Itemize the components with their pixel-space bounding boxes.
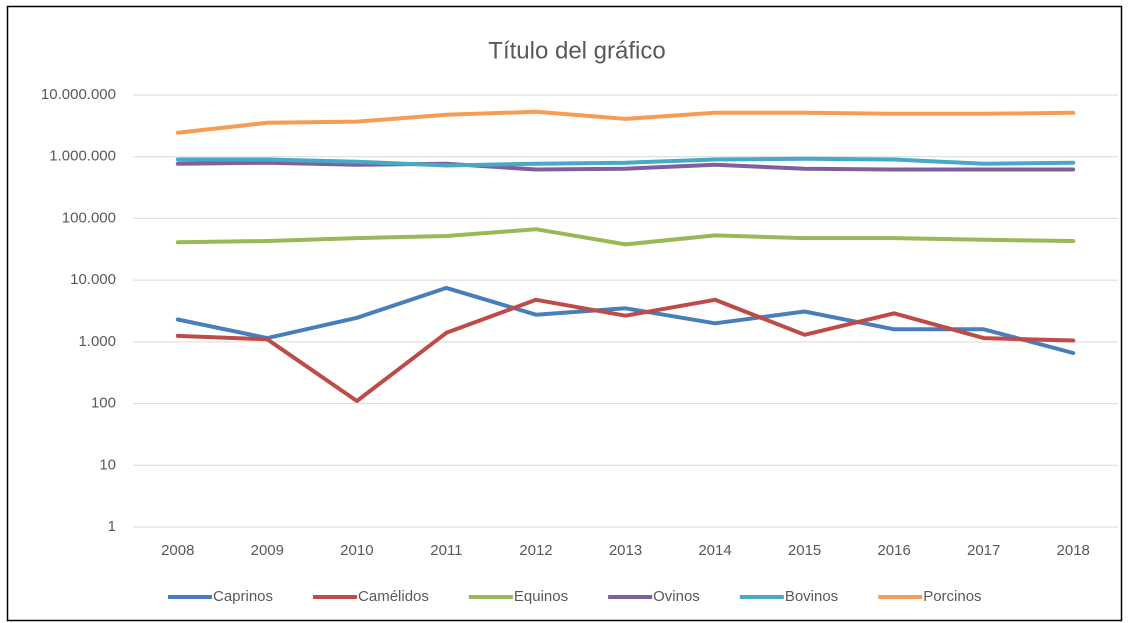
y-tick-label: 10 (99, 456, 116, 473)
x-tick-label: 2017 (967, 542, 1000, 559)
x-tick-label: 2008 (161, 542, 194, 559)
legend-label: Ovinos (653, 588, 700, 605)
y-tick-label: 1.000 (78, 333, 116, 350)
legend-label: Bovinos (785, 588, 838, 605)
x-tick-label: 2018 (1057, 542, 1090, 559)
x-tick-label: 2012 (519, 542, 552, 559)
y-tick-label: 10.000.000 (41, 86, 116, 103)
x-tick-label: 2016 (877, 542, 910, 559)
series-line (175, 160, 1076, 172)
legend-label: Camélidos (358, 588, 429, 605)
series-line (175, 227, 1076, 247)
series-line (175, 297, 1076, 403)
x-tick-label: 2009 (251, 542, 284, 559)
x-tick-label: 2011 (430, 542, 462, 559)
legend-label: Porcinos (923, 588, 981, 605)
y-tick-label: 1.000.000 (49, 148, 116, 165)
x-tick-label: 2013 (609, 542, 642, 559)
legend-label: Equinos (514, 588, 568, 605)
y-tick-label: 1 (108, 518, 116, 535)
chart-title: Título del gráfico (488, 37, 665, 64)
x-tick-label: 2015 (788, 542, 821, 559)
series-line (175, 156, 1076, 168)
x-tick-label: 2010 (340, 542, 373, 559)
series-line (175, 285, 1076, 355)
y-tick-label: 100.000 (62, 209, 116, 226)
y-tick-label: 100 (91, 395, 116, 412)
series-line (175, 109, 1076, 135)
legend-label: Caprinos (213, 588, 273, 605)
x-tick-label: 2014 (698, 542, 731, 559)
y-tick-label: 10.000 (70, 271, 116, 288)
